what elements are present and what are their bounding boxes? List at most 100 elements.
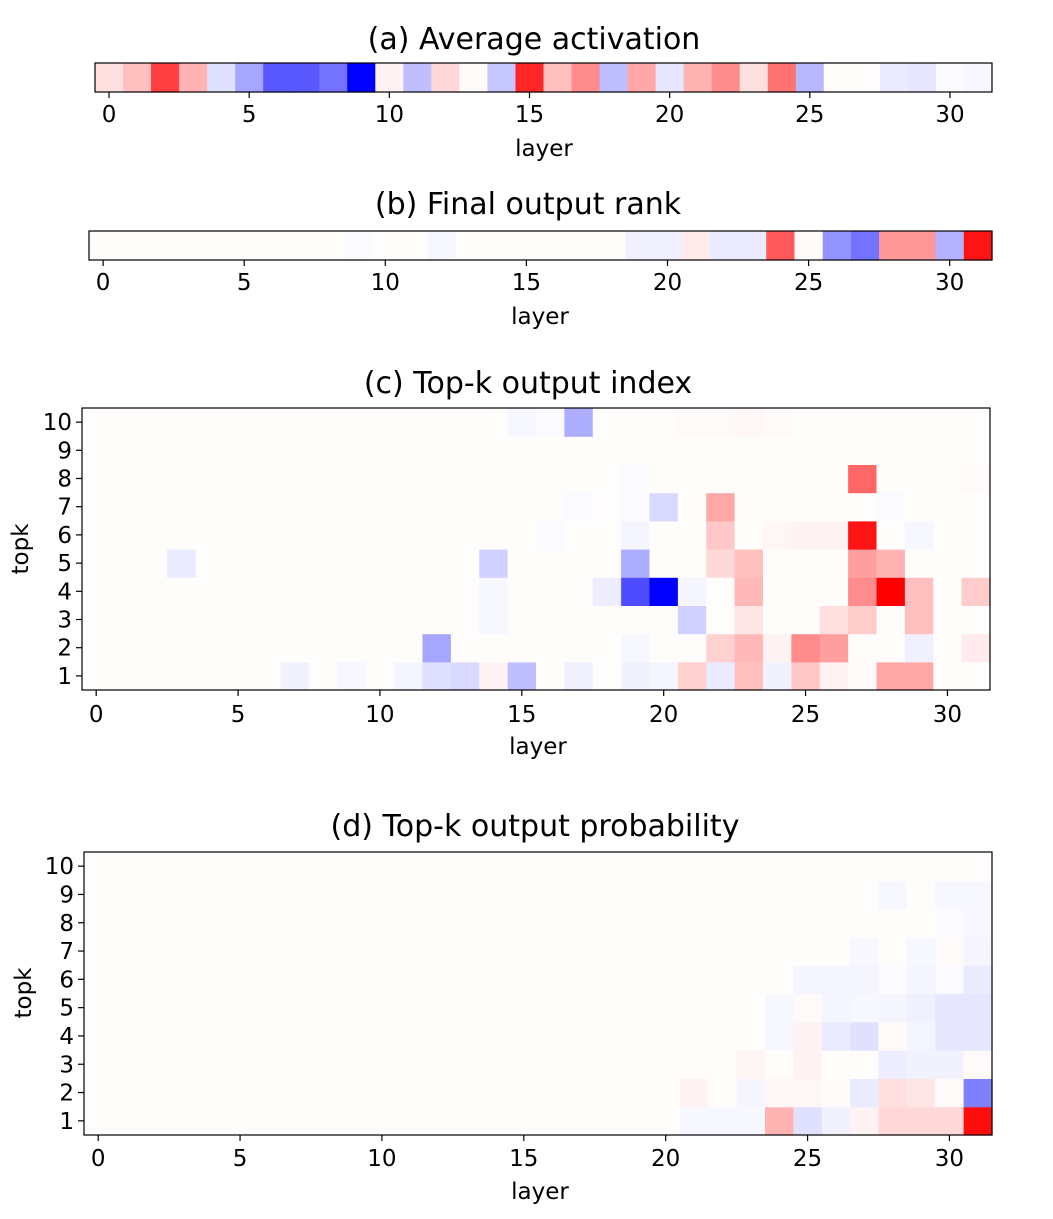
heatmap-cell bbox=[367, 852, 397, 881]
heatmap-cell bbox=[621, 549, 651, 578]
heatmap-cell bbox=[961, 605, 991, 635]
heatmap-cell bbox=[179, 63, 208, 93]
heatmap-cell bbox=[225, 1050, 255, 1079]
y-tick-label: 5 bbox=[59, 996, 74, 1022]
heatmap-cell bbox=[225, 880, 255, 910]
heatmap-cell bbox=[365, 549, 395, 578]
x-tick-label: 15 bbox=[515, 102, 544, 128]
heatmap-cell bbox=[592, 633, 622, 663]
panel-title: (a) Average activation bbox=[368, 22, 701, 57]
heatmap-cell bbox=[280, 492, 310, 522]
x-tick-label: 30 bbox=[933, 702, 962, 728]
heatmap-cell bbox=[677, 633, 707, 663]
heatmap-cell bbox=[282, 1078, 312, 1108]
heatmap-cell bbox=[138, 605, 168, 635]
heatmap-cell bbox=[112, 1106, 142, 1136]
heatmap-cell bbox=[878, 852, 908, 881]
heatmap-cell bbox=[167, 492, 197, 522]
heatmap-cell bbox=[225, 1021, 255, 1051]
heatmap-cell bbox=[110, 492, 140, 522]
heatmap-cell bbox=[878, 993, 908, 1023]
heatmap-cell bbox=[963, 1078, 993, 1108]
heatmap-cell bbox=[736, 1021, 766, 1051]
heatmap-cell bbox=[736, 1078, 766, 1108]
heatmap-cell bbox=[225, 852, 255, 881]
heatmap-cell bbox=[653, 231, 683, 261]
heatmap-cell bbox=[82, 492, 111, 522]
x-tick-label: 20 bbox=[651, 1146, 680, 1172]
heatmap-cell bbox=[252, 464, 282, 494]
heatmap-cell bbox=[935, 993, 965, 1023]
heatmap-cell bbox=[821, 993, 851, 1023]
heatmap-cell bbox=[282, 993, 312, 1023]
heatmap-cell bbox=[623, 852, 653, 881]
heatmap-cell bbox=[933, 464, 963, 494]
heatmap-cell bbox=[961, 661, 991, 691]
x-tick-label: 25 bbox=[794, 270, 823, 296]
heatmap-cell bbox=[543, 63, 573, 93]
heatmap-cell bbox=[339, 936, 369, 966]
heatmap-cell bbox=[367, 993, 397, 1023]
heatmap-cell bbox=[711, 63, 741, 93]
heatmap-cell bbox=[339, 880, 369, 910]
heatmap-cell bbox=[536, 605, 565, 635]
y-axis-label: topk bbox=[11, 967, 37, 1019]
heatmap-cell bbox=[195, 464, 225, 494]
heatmap-cell bbox=[564, 520, 594, 550]
heatmap-cell bbox=[112, 908, 142, 938]
heatmap-cell bbox=[84, 908, 113, 938]
heatmap-cell bbox=[424, 1106, 454, 1136]
heatmap-cell bbox=[850, 231, 880, 261]
heatmap-cell bbox=[167, 577, 197, 606]
heatmap-cell bbox=[110, 520, 140, 550]
heatmap-cell bbox=[961, 436, 991, 465]
heatmap-cell bbox=[592, 408, 622, 437]
heatmap-cell bbox=[961, 492, 991, 522]
heatmap-cell bbox=[765, 965, 794, 995]
heatmap-cell bbox=[819, 605, 849, 635]
heatmap-cell bbox=[566, 1106, 596, 1136]
heatmap-cell bbox=[481, 993, 511, 1023]
heatmap-cell bbox=[793, 1078, 823, 1108]
x-tick-label: 0 bbox=[91, 1146, 106, 1172]
heatmap-cell bbox=[484, 231, 513, 261]
heatmap-cell bbox=[791, 633, 821, 663]
heatmap-cell bbox=[424, 993, 454, 1023]
heatmap-cell bbox=[566, 852, 596, 881]
panel-final-output-rank: (b) Final output rank 0 5 10 15 20 25 30 layer bbox=[88, 187, 993, 330]
x-tick-label: 10 bbox=[371, 270, 400, 296]
heatmap-cell bbox=[280, 633, 310, 663]
heatmap-cell bbox=[621, 661, 651, 691]
heatmap-cell bbox=[138, 520, 168, 550]
heatmap-cell bbox=[963, 880, 993, 910]
heatmap-cell bbox=[935, 1106, 965, 1136]
heatmap-cell bbox=[509, 1078, 539, 1108]
heatmap-cell bbox=[112, 993, 142, 1023]
heatmap-cell bbox=[538, 1078, 567, 1108]
heatmap-cell bbox=[878, 1078, 908, 1108]
heatmap-cell bbox=[424, 1021, 454, 1051]
heatmap-cell bbox=[367, 1021, 397, 1051]
heatmap-cell bbox=[592, 492, 622, 522]
heatmap-cell bbox=[564, 436, 594, 465]
heatmap-cell bbox=[906, 1106, 936, 1136]
plot-frame bbox=[94, 62, 993, 93]
heatmap-cell bbox=[906, 880, 936, 910]
heatmap-cell bbox=[394, 436, 424, 465]
heatmap-cell bbox=[765, 880, 794, 910]
heatmap-cell bbox=[339, 1078, 369, 1108]
heatmap-cell bbox=[145, 231, 175, 261]
y-tick-label: 1 bbox=[57, 664, 72, 690]
heatmap-cell bbox=[734, 464, 764, 494]
heatmap-cell bbox=[651, 1106, 681, 1136]
x-axis-label: layer bbox=[515, 136, 573, 162]
heatmap-cell bbox=[821, 965, 851, 995]
heatmap-cell bbox=[651, 965, 681, 995]
x-tick-label: 20 bbox=[649, 702, 678, 728]
heatmap-cell bbox=[507, 408, 537, 437]
heatmap-cell bbox=[935, 965, 965, 995]
y-tick-label: 7 bbox=[57, 495, 72, 521]
heatmap-cell bbox=[793, 965, 823, 995]
heatmap-cell bbox=[677, 464, 707, 494]
heatmap-cell bbox=[736, 993, 766, 1023]
